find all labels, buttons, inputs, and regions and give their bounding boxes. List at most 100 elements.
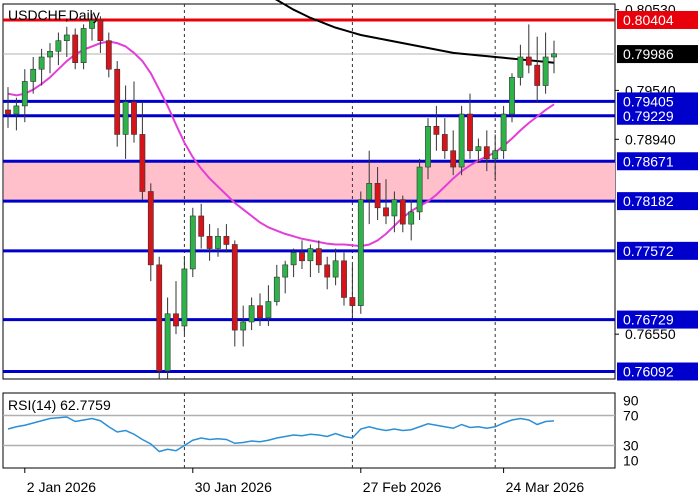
candle-body-45 — [383, 207, 389, 217]
candle-body-7 — [63, 34, 70, 41]
candle-body-40 — [341, 260, 347, 298]
level-label-box-0.78182 — [617, 192, 698, 211]
candle-body-47 — [399, 199, 406, 225]
candle-body-10 — [89, 20, 95, 29]
candle-body-44 — [374, 183, 381, 209]
level-label-0.79229: 0.79229 — [623, 108, 674, 124]
level-label-0.78671: 0.78671 — [623, 153, 674, 169]
candle-body-27 — [231, 244, 238, 331]
level-label-box-0.79229 — [617, 106, 698, 125]
rsi-axis-label-10: 10 — [623, 453, 639, 469]
candle-body-63 — [534, 64, 541, 86]
level-label-box-0.76092 — [617, 362, 698, 381]
candle-body-11 — [97, 20, 104, 41]
chart-title: USDCHF,Daily — [8, 7, 100, 23]
candle-body-46 — [391, 199, 398, 217]
candle-body-18 — [156, 264, 163, 372]
x-tick-label-1: 2 Jan 2026 — [27, 479, 96, 495]
x-tick-label-2: 30 Jan 2026 — [195, 479, 272, 495]
sma-long-line — [274, 0, 555, 64]
candle-body-57 — [483, 146, 490, 160]
candle-body-28 — [240, 321, 247, 331]
candle-body-5 — [47, 50, 53, 58]
candle-body-32 — [273, 276, 280, 302]
candle-body-62 — [525, 56, 532, 66]
level-label-0.79405: 0.79405 — [623, 93, 674, 109]
time-axis: 2 Jan 2026 30 Jan 2026 27 Feb 2026 24 Mar 2… — [24, 468, 585, 495]
candle-body-36 — [307, 248, 314, 262]
candle-body-2 — [21, 81, 28, 107]
candle-body-34 — [290, 252, 297, 266]
rsi-level-label-30: 30 — [623, 438, 639, 454]
candle-body-58 — [492, 150, 499, 160]
candle-body-25 — [215, 236, 221, 249]
current-price-label: 0.79986 — [623, 46, 674, 62]
support-zone — [4, 161, 615, 202]
candle-body-64 — [542, 56, 549, 86]
candle-body-52 — [441, 134, 448, 152]
current-price-box — [617, 45, 698, 64]
candle-body-29 — [248, 305, 255, 323]
candle-body-43 — [366, 183, 373, 200]
candle-body-23 — [198, 215, 205, 237]
rsi-level-label-70: 70 — [623, 408, 639, 424]
candle-body-31 — [265, 301, 272, 319]
candle-body-53 — [450, 150, 457, 168]
x-tick-label-4: 24 Mar 2026 — [506, 479, 585, 495]
level-label-box-0.77572 — [617, 241, 698, 260]
candle-body-3 — [30, 68, 37, 82]
candle-body-24 — [206, 236, 213, 249]
y-tick-label-3: 0.78940 — [625, 131, 676, 147]
candle-body-37 — [315, 248, 322, 266]
candle-body-56 — [475, 146, 482, 152]
candle-body-30 — [257, 305, 263, 319]
candle-body-41 — [349, 297, 356, 306]
rsi-line — [7, 416, 555, 453]
level-label-box-0.80404 — [617, 10, 698, 29]
candle-body-59 — [500, 113, 507, 152]
candle-body-65 — [551, 53, 557, 58]
candle-body-22 — [189, 215, 196, 270]
candle-body-39 — [332, 260, 339, 278]
level-label-box-0.79405 — [617, 92, 698, 111]
candle-body-1 — [13, 105, 20, 115]
candle-body-0 — [5, 109, 11, 115]
level-label-box-0.76729 — [617, 310, 698, 329]
rsi-axis-label-90: 90 — [623, 393, 639, 409]
x-tick-label-3: 27 Feb 2026 — [363, 479, 442, 495]
candle-body-61 — [517, 56, 524, 78]
candle-body-54 — [458, 113, 465, 168]
candle-body-14 — [122, 101, 129, 135]
candle-body-16 — [139, 134, 146, 192]
candle-body-13 — [114, 68, 121, 135]
level-label-0.76729: 0.76729 — [623, 312, 674, 328]
rsi-panel-frame — [2, 392, 616, 469]
candle-body-26 — [223, 236, 230, 245]
candle-body-60 — [509, 77, 515, 115]
rsi-label: RSI(14) 62.7759 — [8, 397, 111, 413]
sma-short-line — [7, 40, 555, 248]
candle-body-9 — [80, 28, 87, 63]
rsi-panel: 90 10 70 30 — [2, 392, 639, 469]
level-label-0.80404: 0.80404 — [623, 12, 674, 28]
candle-body-19 — [164, 313, 171, 372]
candle-body-49 — [416, 166, 423, 213]
candle-body-17 — [147, 191, 154, 266]
candle-body-15 — [131, 101, 137, 135]
level-label-box-0.78671 — [617, 152, 698, 171]
y-tick-label-4: 0.76550 — [625, 326, 676, 342]
candle-body-8 — [72, 34, 79, 63]
candle-body-42 — [357, 199, 364, 306]
candle-body-38 — [324, 264, 331, 278]
candle-body-33 — [282, 264, 289, 278]
candle-body-51 — [433, 125, 440, 135]
candle-body-20 — [173, 313, 179, 327]
price-panel — [2, 0, 616, 380]
candle-body-6 — [55, 40, 62, 52]
candle-body-12 — [105, 40, 112, 70]
candle-body-48 — [408, 211, 415, 225]
candle-body-50 — [425, 125, 431, 168]
candle-body-21 — [181, 268, 188, 327]
level-label-0.77572: 0.77572 — [623, 243, 674, 259]
